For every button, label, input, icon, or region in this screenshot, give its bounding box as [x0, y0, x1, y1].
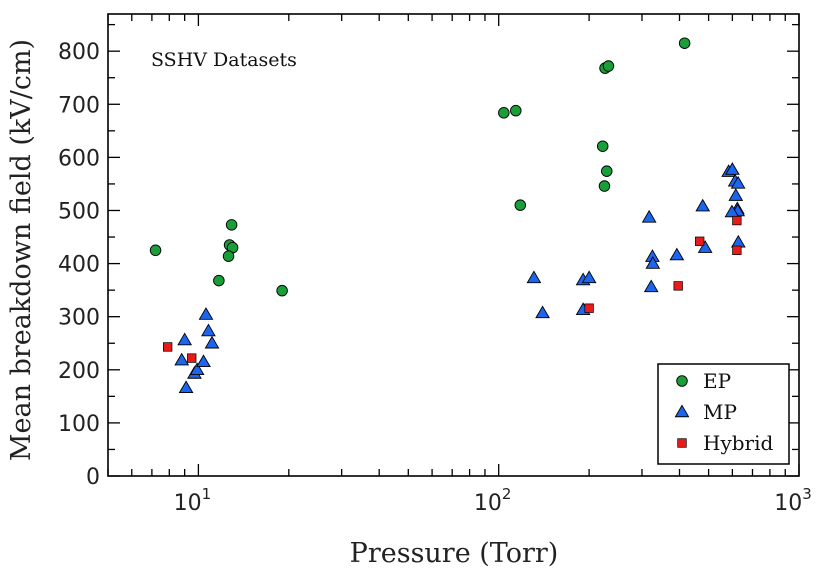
legend-marker-mp	[674, 404, 690, 418]
y-tick-label: 500	[58, 199, 100, 224]
y-tick-label: 200	[58, 359, 100, 384]
mp-point	[201, 323, 216, 337]
x-tick-label-exponent: 3	[802, 485, 812, 503]
mp-point	[730, 234, 746, 248]
ep-point	[514, 199, 527, 211]
mp-point	[728, 188, 744, 201]
mp-point	[526, 270, 542, 284]
legend-label-mp: MP	[703, 400, 737, 424]
x-tick-label-base: 10	[174, 491, 202, 516]
y-tick-label: 100	[58, 412, 100, 437]
axes-frame	[107, 13, 800, 477]
legend-entries: EP MP Hybrid	[674, 369, 774, 455]
mp-point	[535, 305, 550, 319]
chart-annotation: SSHV Datasets	[151, 49, 297, 71]
ep-point	[222, 250, 235, 262]
mp-point	[730, 175, 746, 189]
plot-area-border	[107, 13, 800, 477]
y-tick-label: 600	[58, 146, 100, 171]
ep-point	[602, 60, 615, 72]
mp-point	[178, 380, 194, 394]
y-axis-label: Mean breakdown field (kV/cm)	[6, 39, 37, 461]
legend-marker-hybrid	[677, 438, 687, 448]
mp-point	[641, 209, 657, 223]
series-mp	[174, 162, 746, 394]
ep-point	[678, 37, 691, 49]
y-tick-label: 0	[86, 465, 100, 490]
hybrid-point	[732, 245, 742, 255]
mp-point	[724, 162, 740, 175]
hybrid-point	[732, 215, 742, 226]
y-tick-label: 800	[58, 40, 100, 65]
y-tick-label: 700	[58, 93, 100, 118]
x-tick-label-base: 10	[474, 491, 502, 516]
ep-point	[225, 219, 238, 231]
x-tick-label: 102	[474, 485, 512, 516]
y-tick-label: 400	[58, 253, 100, 278]
mp-point	[198, 307, 214, 320]
legend: EP MP Hybrid	[657, 363, 790, 465]
hybrid-point	[673, 281, 683, 291]
mp-point	[177, 332, 193, 346]
ep-point	[149, 244, 162, 257]
ep-point	[598, 180, 611, 192]
ep-point	[276, 284, 288, 297]
ep-point	[498, 107, 510, 119]
mp-point	[724, 204, 740, 218]
hybrid-point	[695, 236, 705, 246]
x-axis-label: Pressure (Torr)	[350, 538, 559, 569]
ep-point	[213, 274, 225, 287]
mp-point	[697, 240, 713, 253]
y-tick-label: 300	[58, 306, 100, 331]
mp-point	[695, 198, 711, 212]
x-tick-label-base: 10	[774, 491, 802, 516]
data-points	[149, 37, 746, 394]
mp-point	[174, 352, 190, 366]
mp-point	[189, 362, 205, 375]
x-tick-label: 101	[174, 485, 212, 516]
mp-point	[643, 279, 659, 293]
ep-point	[596, 140, 609, 152]
mp-point	[204, 335, 220, 349]
mp-point	[196, 354, 211, 368]
hybrid-point	[163, 342, 173, 352]
legend-marker-ep	[676, 375, 688, 387]
hybrid-point	[584, 303, 594, 313]
mp-point	[645, 256, 661, 269]
x-tick-label: 103	[774, 485, 812, 516]
series-ep	[149, 37, 691, 297]
mp-point	[669, 247, 685, 261]
x-tick-label-exponent: 2	[502, 485, 512, 503]
x-tick-label-exponent: 1	[202, 485, 212, 503]
ep-point	[601, 165, 613, 177]
legend-label-ep: EP	[703, 369, 731, 393]
hybrid-point	[187, 353, 197, 363]
legend-label-hybrid: Hybrid	[703, 431, 774, 455]
mp-point	[581, 270, 597, 284]
series-hybrid	[163, 215, 742, 363]
ep-point	[510, 104, 522, 117]
